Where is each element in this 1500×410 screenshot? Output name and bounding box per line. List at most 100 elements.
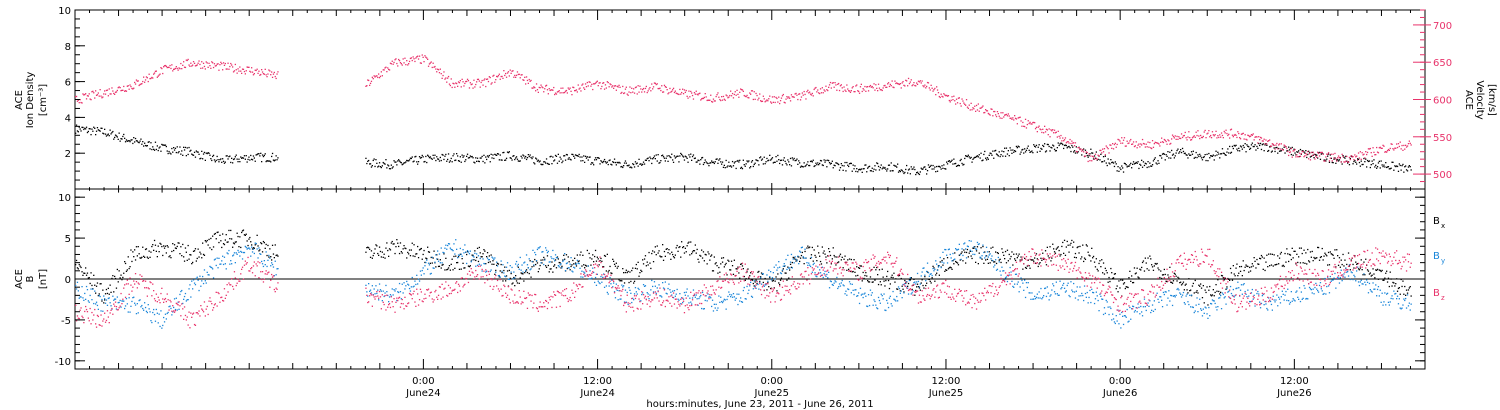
data-point xyxy=(1050,129,1052,131)
data-point xyxy=(172,151,174,153)
data-point xyxy=(701,156,704,159)
data-point xyxy=(256,68,258,70)
data-point xyxy=(611,86,613,88)
data-point xyxy=(627,165,629,167)
data-point xyxy=(815,275,817,277)
data-point xyxy=(488,255,490,257)
data-point xyxy=(990,247,992,249)
data-point xyxy=(1073,256,1076,258)
data-point xyxy=(446,248,448,250)
data-point xyxy=(1078,147,1080,149)
data-point xyxy=(436,71,438,73)
data-point xyxy=(492,257,494,259)
data-point xyxy=(580,276,582,278)
data-point xyxy=(1271,253,1273,255)
data-point xyxy=(640,163,642,165)
data-point xyxy=(897,163,899,165)
data-point xyxy=(253,247,255,249)
data-point xyxy=(627,270,629,273)
data-point xyxy=(1292,154,1294,156)
data-point xyxy=(890,276,892,278)
data-point xyxy=(125,90,128,92)
data-point xyxy=(1018,253,1020,255)
data-point xyxy=(693,294,696,296)
data-point xyxy=(737,159,739,162)
data-point xyxy=(928,87,930,89)
data-point xyxy=(897,83,900,85)
data-point xyxy=(560,158,562,160)
data-point xyxy=(369,163,371,165)
data-point xyxy=(1180,281,1182,283)
data-point xyxy=(1096,159,1098,161)
data-point xyxy=(798,256,800,258)
data-point xyxy=(850,90,852,92)
data-point xyxy=(250,154,252,157)
data-point xyxy=(985,109,987,111)
data-point xyxy=(1249,136,1251,138)
data-point xyxy=(1241,275,1243,277)
data-point xyxy=(721,301,724,304)
data-point xyxy=(154,320,157,322)
data-point xyxy=(573,266,575,268)
data-point xyxy=(649,156,651,158)
data-point xyxy=(944,248,946,251)
data-point xyxy=(776,290,778,292)
data-point xyxy=(830,87,832,89)
data-point xyxy=(888,297,891,299)
data-point xyxy=(976,246,979,248)
data-point xyxy=(1238,272,1240,274)
data-point xyxy=(255,154,257,156)
data-point xyxy=(1139,268,1141,270)
data-point xyxy=(1111,272,1113,274)
data-point xyxy=(156,312,158,314)
data-point xyxy=(406,60,408,62)
data-point xyxy=(1045,128,1048,130)
data-point xyxy=(743,94,745,97)
data-point xyxy=(748,277,750,279)
data-point xyxy=(235,69,237,71)
data-point xyxy=(466,253,468,256)
data-point xyxy=(732,97,735,99)
data-point xyxy=(855,85,857,87)
data-point xyxy=(740,301,743,303)
data-point xyxy=(826,273,828,276)
data-point xyxy=(437,69,440,71)
data-point xyxy=(238,246,240,248)
data-point xyxy=(1265,261,1267,263)
data-point xyxy=(1267,150,1269,152)
data-point xyxy=(443,253,445,255)
data-point xyxy=(1177,148,1179,150)
data-point xyxy=(1039,150,1041,152)
data-point xyxy=(662,282,664,284)
data-point xyxy=(735,268,737,270)
data-point xyxy=(398,58,400,61)
data-point xyxy=(812,263,814,266)
data-point xyxy=(414,156,416,158)
data-point xyxy=(159,146,161,148)
data-point xyxy=(1146,268,1148,270)
data-point xyxy=(480,264,482,266)
data-point xyxy=(257,153,259,155)
data-point xyxy=(1069,147,1071,149)
data-point xyxy=(1229,152,1232,154)
data-point xyxy=(231,263,233,265)
data-point xyxy=(1361,163,1363,166)
data-point xyxy=(1239,145,1242,147)
data-point xyxy=(122,135,124,138)
data-point xyxy=(486,257,489,259)
data-point xyxy=(1043,258,1045,260)
data-point xyxy=(941,259,943,262)
data-point xyxy=(1352,263,1354,266)
data-point xyxy=(742,159,744,161)
data-point xyxy=(1376,269,1378,271)
data-point xyxy=(685,291,687,293)
data-point xyxy=(927,278,930,280)
data-point xyxy=(574,262,577,264)
data-point xyxy=(1088,254,1090,256)
data-point xyxy=(697,304,699,306)
data-point xyxy=(1001,248,1003,250)
data-point xyxy=(659,87,661,89)
data-point xyxy=(1013,119,1015,121)
data-point xyxy=(1147,257,1149,259)
data-point xyxy=(816,91,818,93)
